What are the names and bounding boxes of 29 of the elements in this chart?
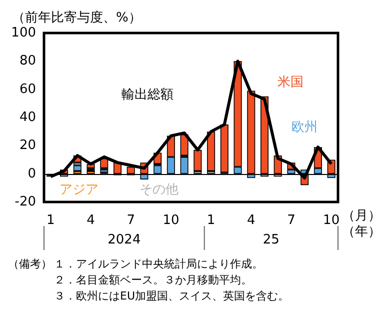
- x-tick-label: 7: [126, 213, 136, 228]
- x-tick-label: 4: [86, 213, 95, 228]
- y-tick-label: 0: [28, 166, 36, 182]
- y-tick-label: -20: [14, 194, 36, 210]
- x-tick-label: 10: [323, 213, 340, 228]
- y-tick-label: 40: [19, 110, 36, 125]
- x-tick-label: 7: [287, 213, 296, 228]
- text: １．アイルランド中央統計局により作成。: [54, 258, 263, 270]
- text: （年）: [342, 224, 381, 240]
- series-label: その他: [139, 182, 178, 198]
- x-tick-label: 10: [162, 213, 180, 228]
- x-tick-label: 1: [46, 213, 55, 228]
- series-label: 米国: [278, 74, 304, 90]
- x-tick-label: 1: [206, 213, 216, 228]
- x-tick-label: 4: [246, 213, 256, 228]
- y-tick-label: 60: [19, 82, 36, 97]
- text: 欧州: [292, 120, 318, 136]
- text: ３．欧州にはEU加盟国、スイス、英国を含む。: [54, 290, 290, 302]
- text: ２．名目金額ベース。３か月移動平均。: [54, 274, 252, 286]
- text: 輸出総額: [122, 87, 174, 102]
- y-tick-label: 80: [19, 54, 36, 69]
- y-axis-title: （前年比寄与度、%）: [12, 10, 142, 26]
- text: 2024: [108, 232, 141, 248]
- y-tick-label: 100: [11, 26, 36, 40]
- series-label: アジア: [59, 182, 98, 198]
- y-tick-label: 20: [19, 138, 36, 154]
- text: （備考）: [8, 258, 52, 270]
- x-axis-title: （月）: [342, 208, 381, 224]
- text: 25: [262, 232, 280, 248]
